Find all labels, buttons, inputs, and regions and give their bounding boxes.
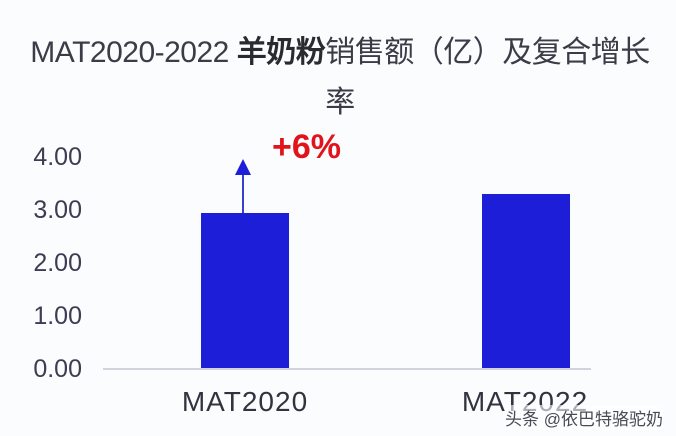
title-bold: 羊奶粉: [236, 36, 326, 69]
title-suffix: 销售额（亿）及复合增长率: [325, 36, 650, 119]
x-label: MAT2020: [181, 386, 309, 417]
bar-mat2020: [201, 212, 289, 368]
watermark: 头条 @依巴特骆驼奶: [505, 405, 663, 430]
title-prefix: MAT2020-2022: [30, 36, 237, 69]
y-tick: 4.00: [33, 143, 82, 171]
y-tick: 0.00: [33, 355, 82, 383]
y-tick: 3.00: [33, 196, 82, 224]
chart-title: MAT2020-2022 羊奶粉销售额（亿）及复合增长率: [30, 28, 650, 128]
growth-annotation: +6%: [272, 128, 341, 166]
x-axis-line: [103, 368, 591, 370]
growth-arrow-icon: [235, 159, 251, 175]
y-tick: 2.00: [33, 249, 82, 277]
y-tick: 1.00: [33, 302, 82, 330]
bar-mat2022: [482, 193, 570, 368]
growth-arrow-stem: [242, 172, 244, 213]
